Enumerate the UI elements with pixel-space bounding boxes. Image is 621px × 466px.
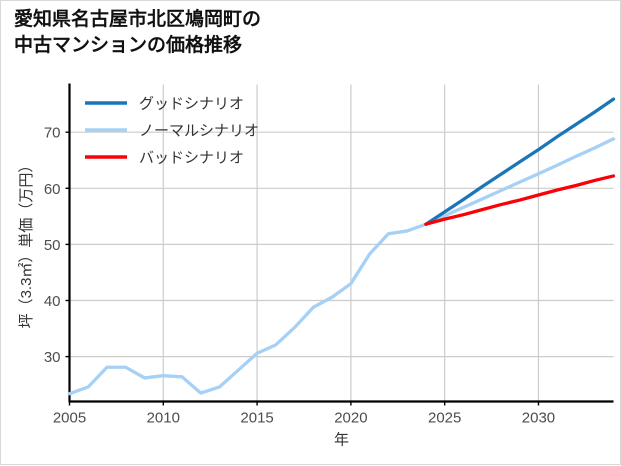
axis-spines: [65, 83, 614, 406]
y-tick-labels: 30 40 50 60 70: [44, 125, 61, 366]
x-axis-label: 年: [334, 432, 349, 449]
legend-label-good: グッドシナリオ: [139, 96, 244, 113]
y-tick-label-30: 30: [44, 349, 61, 366]
y-tick-label-70: 70: [44, 125, 61, 142]
x-tick-label-2015: 2015: [240, 410, 273, 427]
legend-label-normal: ノーマルシナリオ: [139, 123, 259, 140]
series-line-normal: [67, 137, 616, 396]
x-tick-labels: 2005 2010 2015 2020 2025 2030: [53, 410, 555, 427]
x-tick-label-2010: 2010: [147, 410, 180, 427]
gridlines: [68, 84, 614, 402]
y-tick-label-50: 50: [44, 237, 61, 254]
legend-label-bad: バッドシナリオ: [139, 150, 244, 167]
y-axis-label: 坪（3.3㎡）単価（万円）: [18, 158, 35, 329]
axis-labels: 年 坪（3.3㎡）単価（万円）: [18, 158, 349, 449]
data-lines: [67, 97, 616, 396]
x-tick-label-2020: 2020: [334, 410, 367, 427]
x-tick-label-2005: 2005: [53, 410, 86, 427]
y-tick-label-40: 40: [44, 293, 61, 310]
page-title: 愛知県名古屋市北区鳩岡町の 中古マンションの価格推移: [14, 9, 262, 56]
series-line-bad: [424, 174, 616, 226]
x-tick-label-2025: 2025: [428, 410, 461, 427]
y-tick-label-60: 60: [44, 181, 61, 198]
series-line-good: [424, 97, 616, 226]
x-tick-label-2030: 2030: [522, 410, 555, 427]
